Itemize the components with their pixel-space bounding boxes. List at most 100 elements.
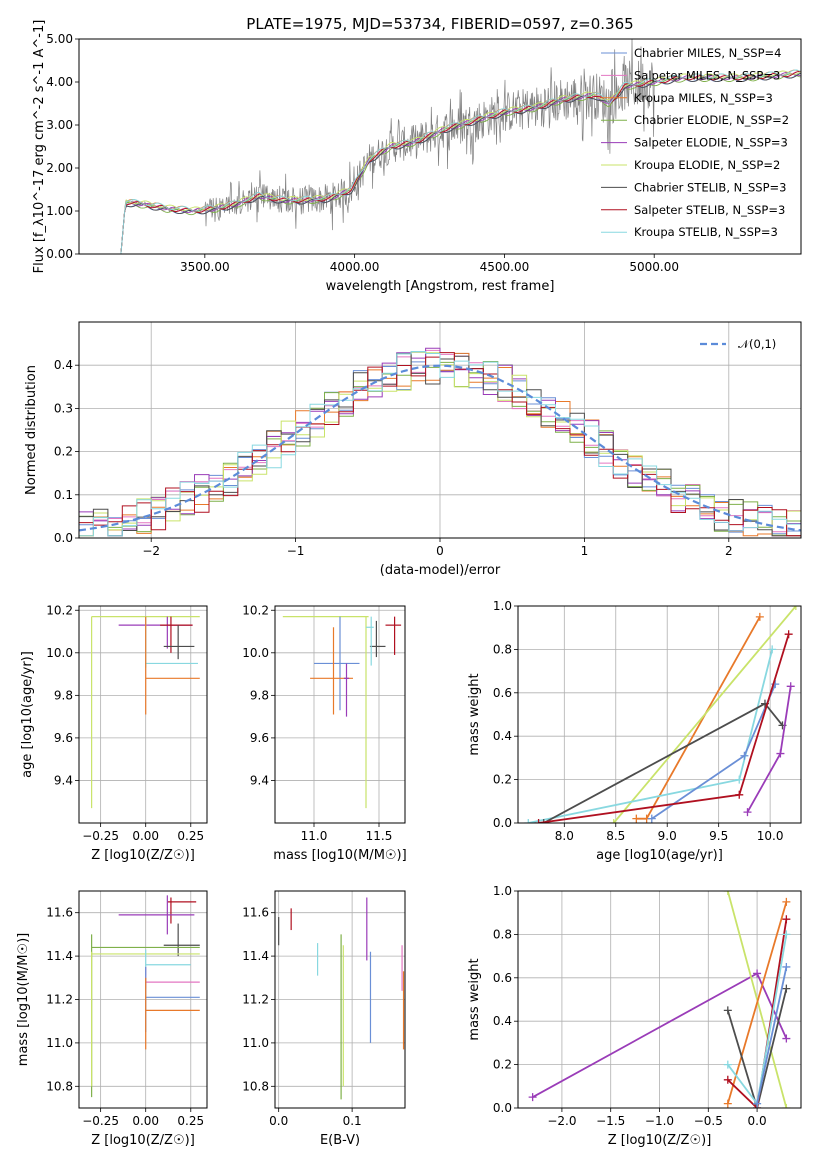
weight-series-line [756, 966, 788, 1104]
y-tick-label: 10.2 [242, 603, 269, 617]
y-axis-label: Normed distribution [24, 365, 39, 495]
y-tick-label: 0.6 [493, 686, 512, 700]
plus-marker [524, 819, 533, 823]
y-tick-label: 10.2 [46, 603, 73, 617]
histogram-step-line [79, 351, 801, 537]
y-tick-label: 11.4 [242, 949, 269, 963]
y-tick-label: 11.6 [46, 906, 73, 920]
plus-marker [782, 962, 791, 971]
y-tick-label: 1.00 [46, 204, 73, 218]
legend-entry: Salpeter STELIB, N_SSP=3 [634, 203, 785, 217]
x-tick-label: 0 [436, 544, 444, 558]
x-tick-label: −1 [287, 544, 305, 558]
panel-spectrum: 3500.00 4000.00 4500.00 5000.00 0.00 1.00 2.00… [32, 20, 802, 294]
x-tick-label: −1.5 [596, 1114, 625, 1128]
y-tick-label: 0.0 [493, 1101, 512, 1115]
plus-marker [782, 915, 791, 924]
error-bar-point [163, 923, 200, 957]
plus-marker [647, 814, 656, 823]
panel-residual-histogram: −2 −1 0 1 2 0.0 0.1 0.2 0.3 0.4 (data-model)/error… [24, 321, 802, 578]
y-axis-label: mass [log10(M/M☉)] [16, 933, 31, 1066]
y-tick-label: 0.2 [493, 773, 512, 787]
y-tick-label: 0.0 [54, 531, 73, 545]
y-axis-label: mass weight [467, 673, 482, 755]
plus-marker [632, 814, 641, 823]
plus-marker [782, 1104, 791, 1108]
x-axis-label: E(B-V) [320, 1133, 360, 1148]
x-tick-label: 4500.00 [480, 260, 530, 274]
y-tick-label: 9.4 [54, 773, 73, 787]
plus-marker [534, 819, 543, 823]
histogram-step-line [79, 353, 801, 537]
y-tick-label: 2.00 [46, 161, 73, 175]
x-axis-label: (data-model)/error [380, 563, 501, 578]
y-tick-label: 0.2 [493, 1058, 512, 1072]
y-tick-label: 0.1 [54, 488, 73, 502]
panel-age-vs-mass: 11.0 11.5 9.4 9.6 9.8 10.0 10.2 mass [log10(M/M… [242, 603, 406, 863]
error-bar-point [369, 620, 386, 658]
error-bar-point [118, 895, 195, 935]
plot-area-spectrum [120, 39, 801, 254]
x-tick-label: 1 [581, 544, 589, 558]
plus-marker [723, 1006, 732, 1015]
error-bar-point [167, 897, 197, 924]
x-tick-label: −0.25 [82, 829, 119, 843]
plus-marker [723, 1060, 732, 1069]
plot-area-weight-vs-Z [528, 891, 791, 1108]
error-bar-point [385, 616, 402, 655]
x-tick-label: 8.5 [606, 829, 625, 843]
legend-entry: Salpeter MILES, N_SSP=3 [634, 68, 780, 82]
legend-entry: 𝒩(0,1) [738, 337, 776, 351]
x-tick-label: 10.0 [757, 829, 784, 843]
panels: 3500.00 4000.00 4500.00 5000.000.001.002.00… [16, 20, 802, 1148]
x-tick-label: 0.1 [343, 1114, 362, 1128]
x-tick-label: −1.0 [645, 1114, 674, 1128]
y-tick-label: 11.2 [242, 993, 269, 1007]
error-bar-point [145, 977, 200, 1050]
axes-frame [78, 890, 208, 1109]
x-tick-label: 11.5 [366, 829, 393, 843]
plus-marker [784, 630, 793, 639]
axes-frame [78, 605, 208, 824]
y-axis-label: age [log10(age/yr)] [20, 651, 35, 778]
x-tick-label: 0.0 [269, 1114, 288, 1128]
error-bar-point [282, 616, 369, 809]
y-tick-label: 0.4 [493, 1014, 512, 1028]
y-tick-label: 11.2 [46, 993, 73, 1007]
y-tick-label: 1.0 [493, 599, 512, 613]
x-axis-label: Z [log10(Z/Z☉)] [91, 848, 195, 863]
x-axis-label: Z [log10(Z/Z☉)] [608, 1133, 712, 1148]
error-bar-point [145, 966, 200, 989]
error-bar-point [163, 625, 195, 660]
axes-frame [78, 321, 802, 539]
y-tick-label: 9.6 [250, 731, 269, 745]
panel-mass-vs-Z: −0.25 0.00 0.25 10.8 11.0 11.2 11.4 11.6 Z [log1… [16, 890, 208, 1148]
plot-area-age-vs-mass [282, 616, 402, 809]
x-tick-label: 0.00 [132, 1114, 159, 1128]
y-tick-label: 10.8 [242, 1079, 269, 1093]
legend-entry: Chabrier ELODIE, N_SSP=2 [634, 113, 789, 127]
x-tick-label: 4000.00 [330, 260, 380, 274]
legend-entry: Kroupa MILES, N_SSP=3 [634, 91, 773, 105]
y-tick-label: 0.4 [493, 729, 512, 743]
plus-marker [735, 775, 744, 784]
panel-mass-vs-EBV: 0.0 0.1 10.8 11.0 11.2 11.4 11.6 E(B-V) [242, 890, 406, 1148]
weight-series-line [726, 901, 788, 1104]
weight-series-line [613, 606, 797, 823]
y-axis-label: Flux [f_λ10^-17 erg cm^-2 s^-1 A^-1] [32, 20, 47, 274]
error-bar-point [160, 616, 193, 653]
plus-marker [782, 1034, 791, 1043]
axes-frame [517, 890, 802, 1109]
y-tick-label: 10.8 [46, 1079, 73, 1093]
axes-frame [517, 605, 802, 824]
plus-marker [723, 1099, 732, 1108]
spectrum-data-line [120, 39, 655, 254]
figure-title: PLATE=1975, MJD=53734, FIBERID=0597, z=0… [246, 15, 633, 33]
plus-marker [786, 682, 795, 691]
x-tick-label: 11.0 [301, 829, 328, 843]
plus-marker [782, 930, 791, 939]
plus-marker [743, 808, 752, 817]
y-tick-label: 3.00 [46, 118, 73, 132]
y-tick-label: 11.0 [46, 1036, 73, 1050]
